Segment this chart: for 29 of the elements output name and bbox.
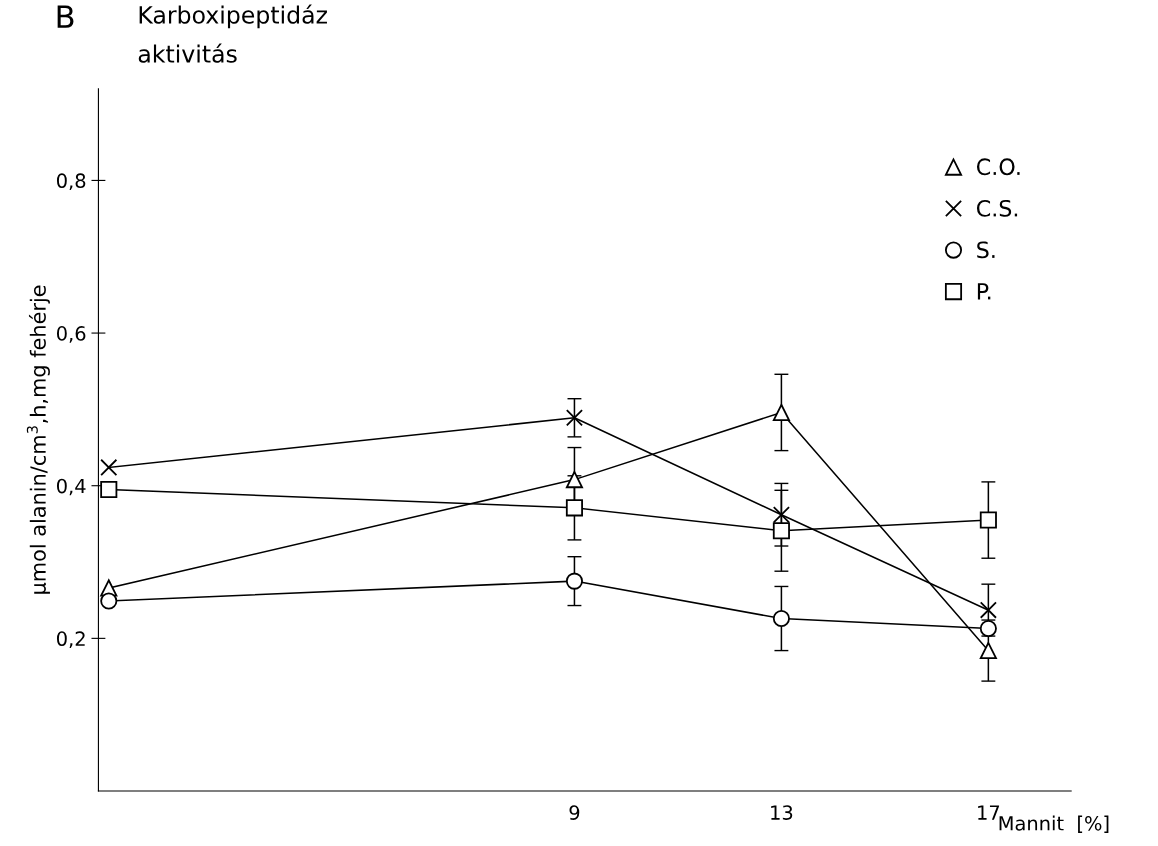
point <box>772 506 790 524</box>
y-tick-label: 0,6 <box>56 326 86 343</box>
point <box>565 471 583 489</box>
point <box>565 572 583 590</box>
point <box>772 522 790 540</box>
point <box>979 642 997 660</box>
y-tick-label: 0,4 <box>56 478 86 496</box>
legend-label: P. <box>977 283 991 300</box>
point <box>979 511 997 529</box>
y-tick-label: 0,8 <box>56 173 86 191</box>
point <box>772 609 790 628</box>
x-axis-title: Mannit [%] <box>999 815 1109 833</box>
legend-label: C.S. <box>976 199 1018 217</box>
point <box>979 601 997 619</box>
legend-label: C.O. <box>976 158 1020 176</box>
chart-title: Karboxipeptidáz aktivitás <box>138 4 327 63</box>
point <box>100 480 118 499</box>
point <box>565 409 583 427</box>
y-tick-label: 0,2 <box>56 631 85 649</box>
point <box>100 458 118 476</box>
point <box>565 499 583 517</box>
x-tick-label: 17 <box>978 805 1000 820</box>
point <box>772 403 790 421</box>
y-axis-title: μmol alanin/cm$^{3}$,h,mg fehérje <box>26 285 50 594</box>
x-tick-label: 13 <box>771 805 793 820</box>
x-tick-label: 9 <box>569 805 580 820</box>
legend-label: S. <box>977 241 995 259</box>
point <box>100 592 118 610</box>
text: B <box>57 5 74 28</box>
